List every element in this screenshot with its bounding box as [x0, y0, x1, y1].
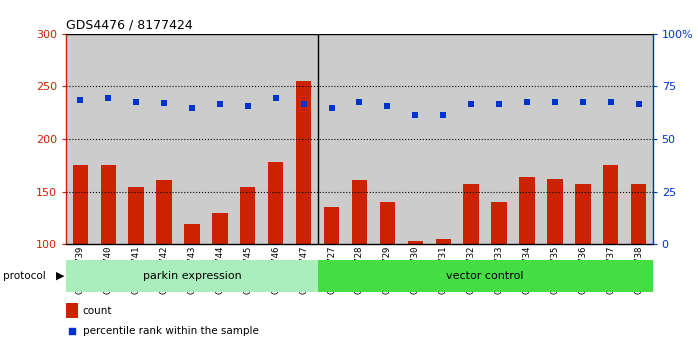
Bar — [603, 165, 618, 244]
Bar — [318, 260, 653, 292]
Bar — [569, 34, 597, 244]
Bar — [212, 213, 228, 244]
Bar — [352, 180, 367, 244]
Bar — [128, 187, 144, 244]
Point — [493, 101, 505, 107]
Bar — [66, 260, 318, 292]
Point — [466, 101, 477, 107]
Bar — [66, 303, 78, 318]
Point — [549, 99, 560, 105]
Point — [242, 103, 253, 109]
Point — [158, 100, 170, 106]
Point — [354, 99, 365, 105]
Point — [410, 112, 421, 118]
Bar — [485, 34, 513, 244]
Text: count: count — [83, 306, 112, 316]
Bar — [519, 177, 535, 244]
Bar — [373, 34, 401, 244]
Text: parkin expression: parkin expression — [142, 271, 242, 281]
Bar — [156, 180, 172, 244]
Point — [270, 95, 281, 101]
Bar — [324, 207, 339, 244]
Bar — [457, 34, 485, 244]
Bar — [401, 34, 429, 244]
Bar — [408, 241, 423, 244]
Point — [103, 95, 114, 101]
Bar — [625, 34, 653, 244]
Bar — [73, 165, 88, 244]
Bar — [380, 202, 395, 244]
Bar — [184, 224, 200, 244]
Bar — [262, 34, 290, 244]
Bar — [547, 179, 563, 244]
Point — [186, 105, 198, 111]
Point — [382, 103, 393, 109]
Point — [298, 101, 309, 107]
Text: protocol: protocol — [3, 271, 46, 281]
Bar — [122, 34, 150, 244]
Text: vector control: vector control — [446, 271, 524, 281]
Point — [214, 101, 225, 107]
Bar — [491, 202, 507, 244]
Bar — [463, 184, 479, 244]
Point — [577, 99, 588, 105]
Text: GDS4476 / 8177424: GDS4476 / 8177424 — [66, 18, 193, 31]
Bar — [429, 34, 457, 244]
Bar — [290, 34, 318, 244]
Bar — [101, 165, 116, 244]
Point — [521, 99, 533, 105]
Point — [326, 105, 337, 111]
Point — [605, 99, 616, 105]
Text: ▶: ▶ — [56, 271, 64, 281]
Point — [438, 112, 449, 118]
Bar — [631, 184, 646, 244]
Point — [75, 97, 86, 103]
Bar — [240, 187, 255, 244]
Bar — [575, 184, 591, 244]
Bar — [436, 239, 451, 244]
Bar — [66, 34, 94, 244]
Text: percentile rank within the sample: percentile rank within the sample — [83, 326, 258, 336]
Bar — [296, 81, 311, 244]
Bar — [234, 34, 262, 244]
Bar — [513, 34, 541, 244]
Point — [407, 221, 418, 227]
Bar — [206, 34, 234, 244]
Point — [633, 101, 644, 107]
Bar — [94, 34, 122, 244]
Bar — [318, 34, 346, 244]
Bar — [597, 34, 625, 244]
Bar — [150, 34, 178, 244]
Point — [131, 99, 142, 105]
Bar — [541, 34, 569, 244]
Bar — [268, 162, 283, 244]
Bar — [346, 34, 373, 244]
Bar — [178, 34, 206, 244]
